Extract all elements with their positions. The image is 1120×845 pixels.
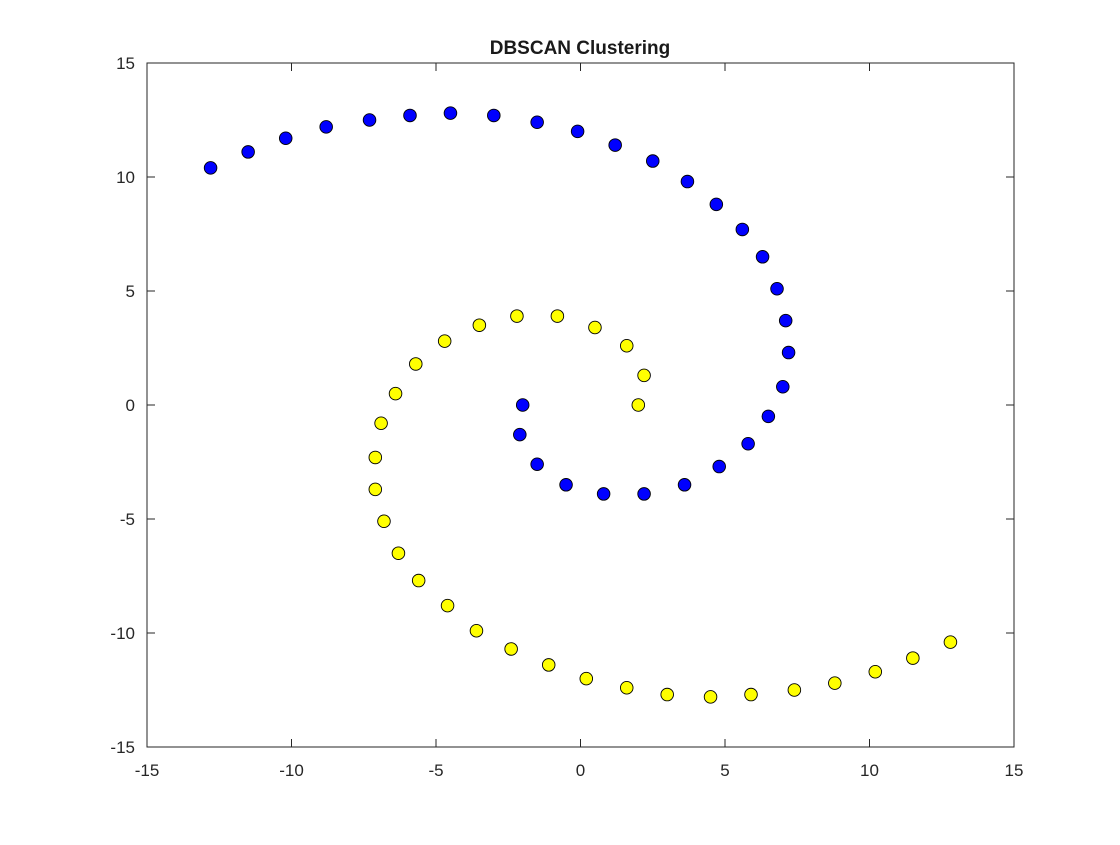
x-tick-label: -10 <box>279 761 304 780</box>
data-point <box>203 161 218 175</box>
x-axis: -15 -10 -5 0 5 10 15 <box>135 761 1024 780</box>
data-point <box>550 309 565 323</box>
data-point <box>388 386 403 401</box>
y-axis: 15 10 5 0 -5 -10 -15 <box>110 54 135 757</box>
chart-title: DBSCAN Clustering <box>490 38 671 59</box>
data-point <box>637 368 651 383</box>
y-tick-label: 0 <box>126 396 135 415</box>
data-point <box>588 320 602 335</box>
data-point <box>510 309 524 323</box>
data-point <box>403 108 417 123</box>
data-point <box>411 573 426 588</box>
x-tick-label: 10 <box>860 761 879 780</box>
data-point <box>787 683 802 697</box>
data-point <box>530 115 544 130</box>
data-point <box>437 334 452 348</box>
data-point <box>619 338 634 353</box>
data-point <box>579 671 594 686</box>
data-point <box>637 487 651 501</box>
data-point <box>778 313 793 328</box>
data-point <box>735 222 750 237</box>
y-tick-label: 15 <box>116 54 135 73</box>
data-point <box>472 318 487 332</box>
data-point <box>680 174 695 189</box>
data-point <box>755 250 770 264</box>
axis-ticks <box>146 62 1015 748</box>
x-tick-label: -15 <box>135 761 160 780</box>
y-tick-label: -15 <box>110 738 135 757</box>
data-point <box>906 651 920 665</box>
data-points <box>203 106 958 704</box>
y-tick-label: 10 <box>116 168 135 187</box>
x-tick-label: 15 <box>1005 761 1024 780</box>
data-point <box>278 131 293 145</box>
data-point <box>770 281 784 296</box>
data-point <box>377 514 391 529</box>
data-point <box>241 145 255 159</box>
data-point <box>409 357 423 371</box>
x-tick-label: 0 <box>576 761 585 780</box>
data-point <box>660 687 674 702</box>
data-point <box>362 113 377 127</box>
x-tick-label: -5 <box>428 761 443 780</box>
data-point <box>631 398 646 412</box>
data-point <box>868 665 883 679</box>
data-point <box>504 642 518 656</box>
data-point <box>319 120 333 134</box>
data-point <box>646 154 660 168</box>
data-point <box>709 197 724 212</box>
data-point <box>776 380 790 394</box>
data-point <box>781 345 796 360</box>
data-point <box>619 680 634 695</box>
data-point <box>559 478 573 492</box>
data-point <box>570 124 585 139</box>
y-tick-label: -5 <box>120 510 135 529</box>
data-point <box>596 487 611 501</box>
x-tick-label: 5 <box>720 761 729 780</box>
data-point <box>530 457 544 472</box>
data-point <box>443 106 458 120</box>
data-point <box>761 409 776 424</box>
data-point <box>374 416 388 430</box>
data-point <box>368 450 383 465</box>
data-point <box>515 398 530 412</box>
data-point <box>541 658 556 672</box>
data-point <box>943 635 958 649</box>
data-point <box>703 690 718 704</box>
data-point <box>391 546 406 560</box>
data-point <box>744 687 758 702</box>
data-point <box>677 478 692 492</box>
data-point <box>712 459 726 474</box>
y-tick-label: 5 <box>126 282 135 301</box>
data-point <box>513 427 527 442</box>
data-point <box>440 598 455 613</box>
data-point <box>469 623 484 638</box>
data-point <box>487 108 501 123</box>
data-point <box>608 138 622 152</box>
data-point <box>741 437 755 451</box>
data-point <box>828 676 842 690</box>
plot-area <box>146 62 1015 748</box>
data-point <box>368 482 383 497</box>
y-tick-label: -10 <box>110 624 135 643</box>
